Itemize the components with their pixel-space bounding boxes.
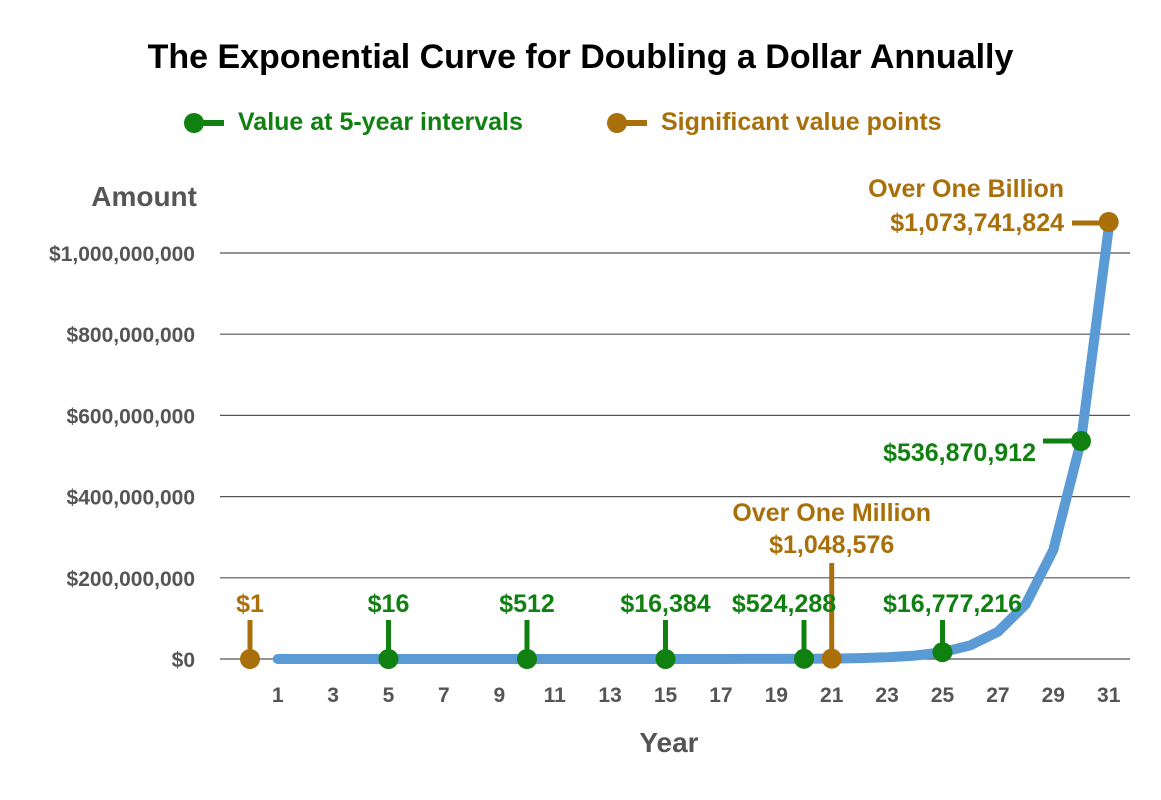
chart-legend: Value at 5-year intervals Significant va… — [0, 108, 1161, 138]
interval-marker-0 — [378, 649, 399, 669]
legend-label-significant: Significant value points — [661, 108, 942, 136]
x-tick-label-14: 29 — [1042, 684, 1065, 707]
significant-heading-1: Over One Million — [732, 499, 931, 527]
x-tick-label-3: 7 — [438, 684, 450, 707]
y-tick-label-1: $200,000,000 — [67, 568, 195, 591]
point-markers — [240, 212, 1119, 669]
legend-item-intervals[interactable]: Value at 5-year intervals — [180, 108, 523, 137]
interval-label-3: $524,288 — [732, 590, 836, 618]
y-tick-label-3: $600,000,000 — [67, 405, 195, 428]
x-tick-label-1: 3 — [327, 684, 339, 707]
legend-dash-significant — [623, 119, 647, 126]
legend-marker-gold-icon — [603, 109, 653, 137]
y-axis-title: Amount — [91, 181, 197, 212]
legend-label-intervals: Value at 5-year intervals — [238, 108, 523, 136]
y-tick-label-4: $800,000,000 — [67, 324, 195, 347]
x-tick-label-12: 25 — [931, 684, 955, 707]
x-tick-label-4: 9 — [493, 684, 505, 707]
x-tick-label-8: 17 — [709, 684, 732, 707]
interval-marker-1 — [517, 648, 537, 669]
legend-dot-significant — [607, 112, 627, 133]
y-tick-label-5: $1,000,000,000 — [49, 243, 195, 266]
legend-marker-green-icon — [180, 109, 230, 137]
legend-dot-intervals — [184, 112, 204, 133]
interval-marker-3 — [794, 648, 814, 669]
significant-label-1: $1,048,576 — [769, 531, 894, 559]
y-tick-labels: $0 $200,000,000 $400,000,000 $600,000,000 $8… — [49, 243, 195, 672]
x-tick-label-0: 1 — [272, 684, 284, 707]
interval-marker-5 — [1071, 431, 1091, 452]
x-tick-label-6: 13 — [598, 684, 621, 707]
significant-marker-1 — [821, 648, 842, 669]
y-tick-label-0: $0 — [172, 649, 195, 672]
x-tick-labels: 1 3 5 7 9 11 13 15 17 19 21 23 25 27 29 31 — [272, 684, 1121, 707]
series-curve-line — [272, 223, 1114, 664]
interval-label-2: $16,384 — [620, 590, 710, 618]
interval-marker-2 — [655, 648, 676, 669]
x-tick-label-11: 23 — [875, 684, 898, 707]
x-tick-label-7: 15 — [654, 684, 678, 707]
significant-heading-hz: Over One Billion — [868, 175, 1064, 203]
interval-label-1: $512 — [499, 590, 555, 618]
x-tick-label-2: 5 — [383, 684, 395, 707]
legend-dash-intervals — [200, 119, 224, 126]
annotation-labels: $16 $512 $16,384 $524,288 $16,777,216 $1 Over … — [236, 175, 1064, 618]
x-tick-label-9: 19 — [765, 684, 788, 707]
x-tick-label-10: 21 — [820, 684, 844, 707]
x-tick-label-5: 11 — [544, 684, 567, 707]
significant-label-0: $1 — [236, 590, 264, 618]
legend-item-significant[interactable]: Significant value points — [603, 108, 942, 137]
significant-marker-0 — [240, 649, 260, 669]
x-tick-label-13: 27 — [986, 684, 1009, 707]
y-tick-label-2: $400,000,000 — [67, 487, 195, 510]
interval-label-0: $16 — [368, 590, 410, 618]
x-tick-label-15: 31 — [1097, 684, 1121, 707]
chart-title: The Exponential Curve for Doubling a Dol… — [147, 38, 1014, 76]
significant-label-hz: $1,073,741,824 — [890, 209, 1064, 237]
significant-marker-2 — [1098, 212, 1119, 232]
interval-label-4: $16,777,216 — [883, 590, 1022, 618]
interval-marker-4 — [932, 642, 953, 663]
interval-label-hz: $536,870,912 — [883, 439, 1036, 467]
x-axis-title: Year — [639, 727, 698, 758]
